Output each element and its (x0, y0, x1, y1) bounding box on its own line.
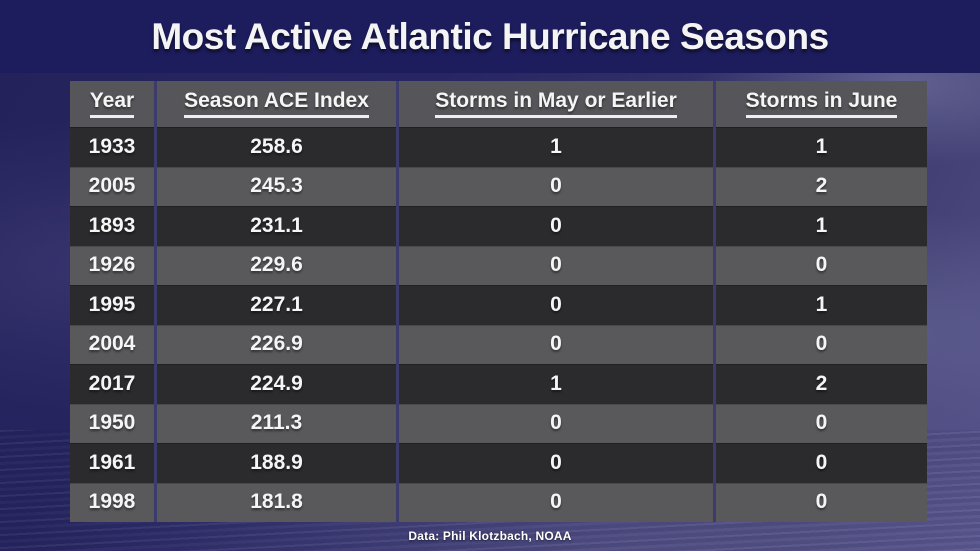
table-cell-r9-c3: 0 (399, 443, 713, 483)
table-cell-r1-c2: 258.6 (157, 127, 396, 167)
table-cell-r8-c1: 1950 (70, 403, 154, 443)
column-header-label: Year (89, 90, 135, 118)
column-header-2: Season ACE Index (157, 81, 396, 127)
hurricane-seasons-table: Year Season ACE Index Storms in May or Ear… (70, 81, 927, 522)
column-header-label: Storms in June (745, 90, 898, 118)
table-cell-r5-c3: 0 (399, 285, 713, 325)
table-cell-r10-c1: 1998 (70, 482, 154, 522)
table-cell-r10-c3: 0 (399, 482, 713, 522)
table-cell-r4-c3: 0 (399, 245, 713, 285)
table-cell-r3-c2: 231.1 (157, 206, 396, 246)
table-cell-r1-c1: 1933 (70, 127, 154, 167)
column-header-1: Year (70, 81, 154, 127)
column-header-label: Storms in May or Earlier (435, 90, 677, 118)
table-cell-r1-c3: 1 (399, 127, 713, 167)
table-cell-r10-c4: 0 (716, 482, 927, 522)
table-cell-r6-c4: 0 (716, 324, 927, 364)
table-cell-r4-c4: 0 (716, 245, 927, 285)
table-cell-r7-c2: 224.9 (157, 364, 396, 404)
table-cell-r2-c1: 2005 (70, 166, 154, 206)
table-cell-r5-c4: 1 (716, 285, 927, 325)
table-cell-r1-c4: 1 (716, 127, 927, 167)
table-cell-r5-c1: 1995 (70, 285, 154, 325)
table-cell-r8-c2: 211.3 (157, 403, 396, 443)
table-cell-r7-c1: 2017 (70, 364, 154, 404)
table-cell-r10-c2: 181.8 (157, 482, 396, 522)
table-cell-r9-c1: 1961 (70, 443, 154, 483)
table-cell-r2-c3: 0 (399, 166, 713, 206)
table-cell-r6-c1: 2004 (70, 324, 154, 364)
table-cell-r9-c2: 188.9 (157, 443, 396, 483)
table-cell-r8-c4: 0 (716, 403, 927, 443)
table-cell-r4-c1: 1926 (70, 245, 154, 285)
table-cell-r6-c2: 226.9 (157, 324, 396, 364)
table-cell-r6-c3: 0 (399, 324, 713, 364)
page-title: Most Active Atlantic Hurricane Seasons (151, 15, 829, 57)
column-header-3: Storms in May or Earlier (399, 81, 713, 127)
table-cell-r7-c4: 2 (716, 364, 927, 404)
table-cell-r2-c4: 2 (716, 166, 927, 206)
column-header-label: Season ACE Index (184, 90, 369, 118)
column-header-4: Storms in June (716, 81, 927, 127)
table-cell-r3-c1: 1893 (70, 206, 154, 246)
data-source-note: Data: Phil Klotzbach, NOAA (408, 529, 572, 543)
table-cell-r3-c3: 0 (399, 206, 713, 246)
table-cell-r5-c2: 227.1 (157, 285, 396, 325)
title-band: Most Active Atlantic Hurricane Seasons (0, 0, 980, 73)
table-cell-r9-c4: 0 (716, 443, 927, 483)
table-cell-r2-c2: 245.3 (157, 166, 396, 206)
table-cell-r4-c2: 229.6 (157, 245, 396, 285)
table-cell-r3-c4: 1 (716, 206, 927, 246)
table-cell-r7-c3: 1 (399, 364, 713, 404)
table-cell-r8-c3: 0 (399, 403, 713, 443)
